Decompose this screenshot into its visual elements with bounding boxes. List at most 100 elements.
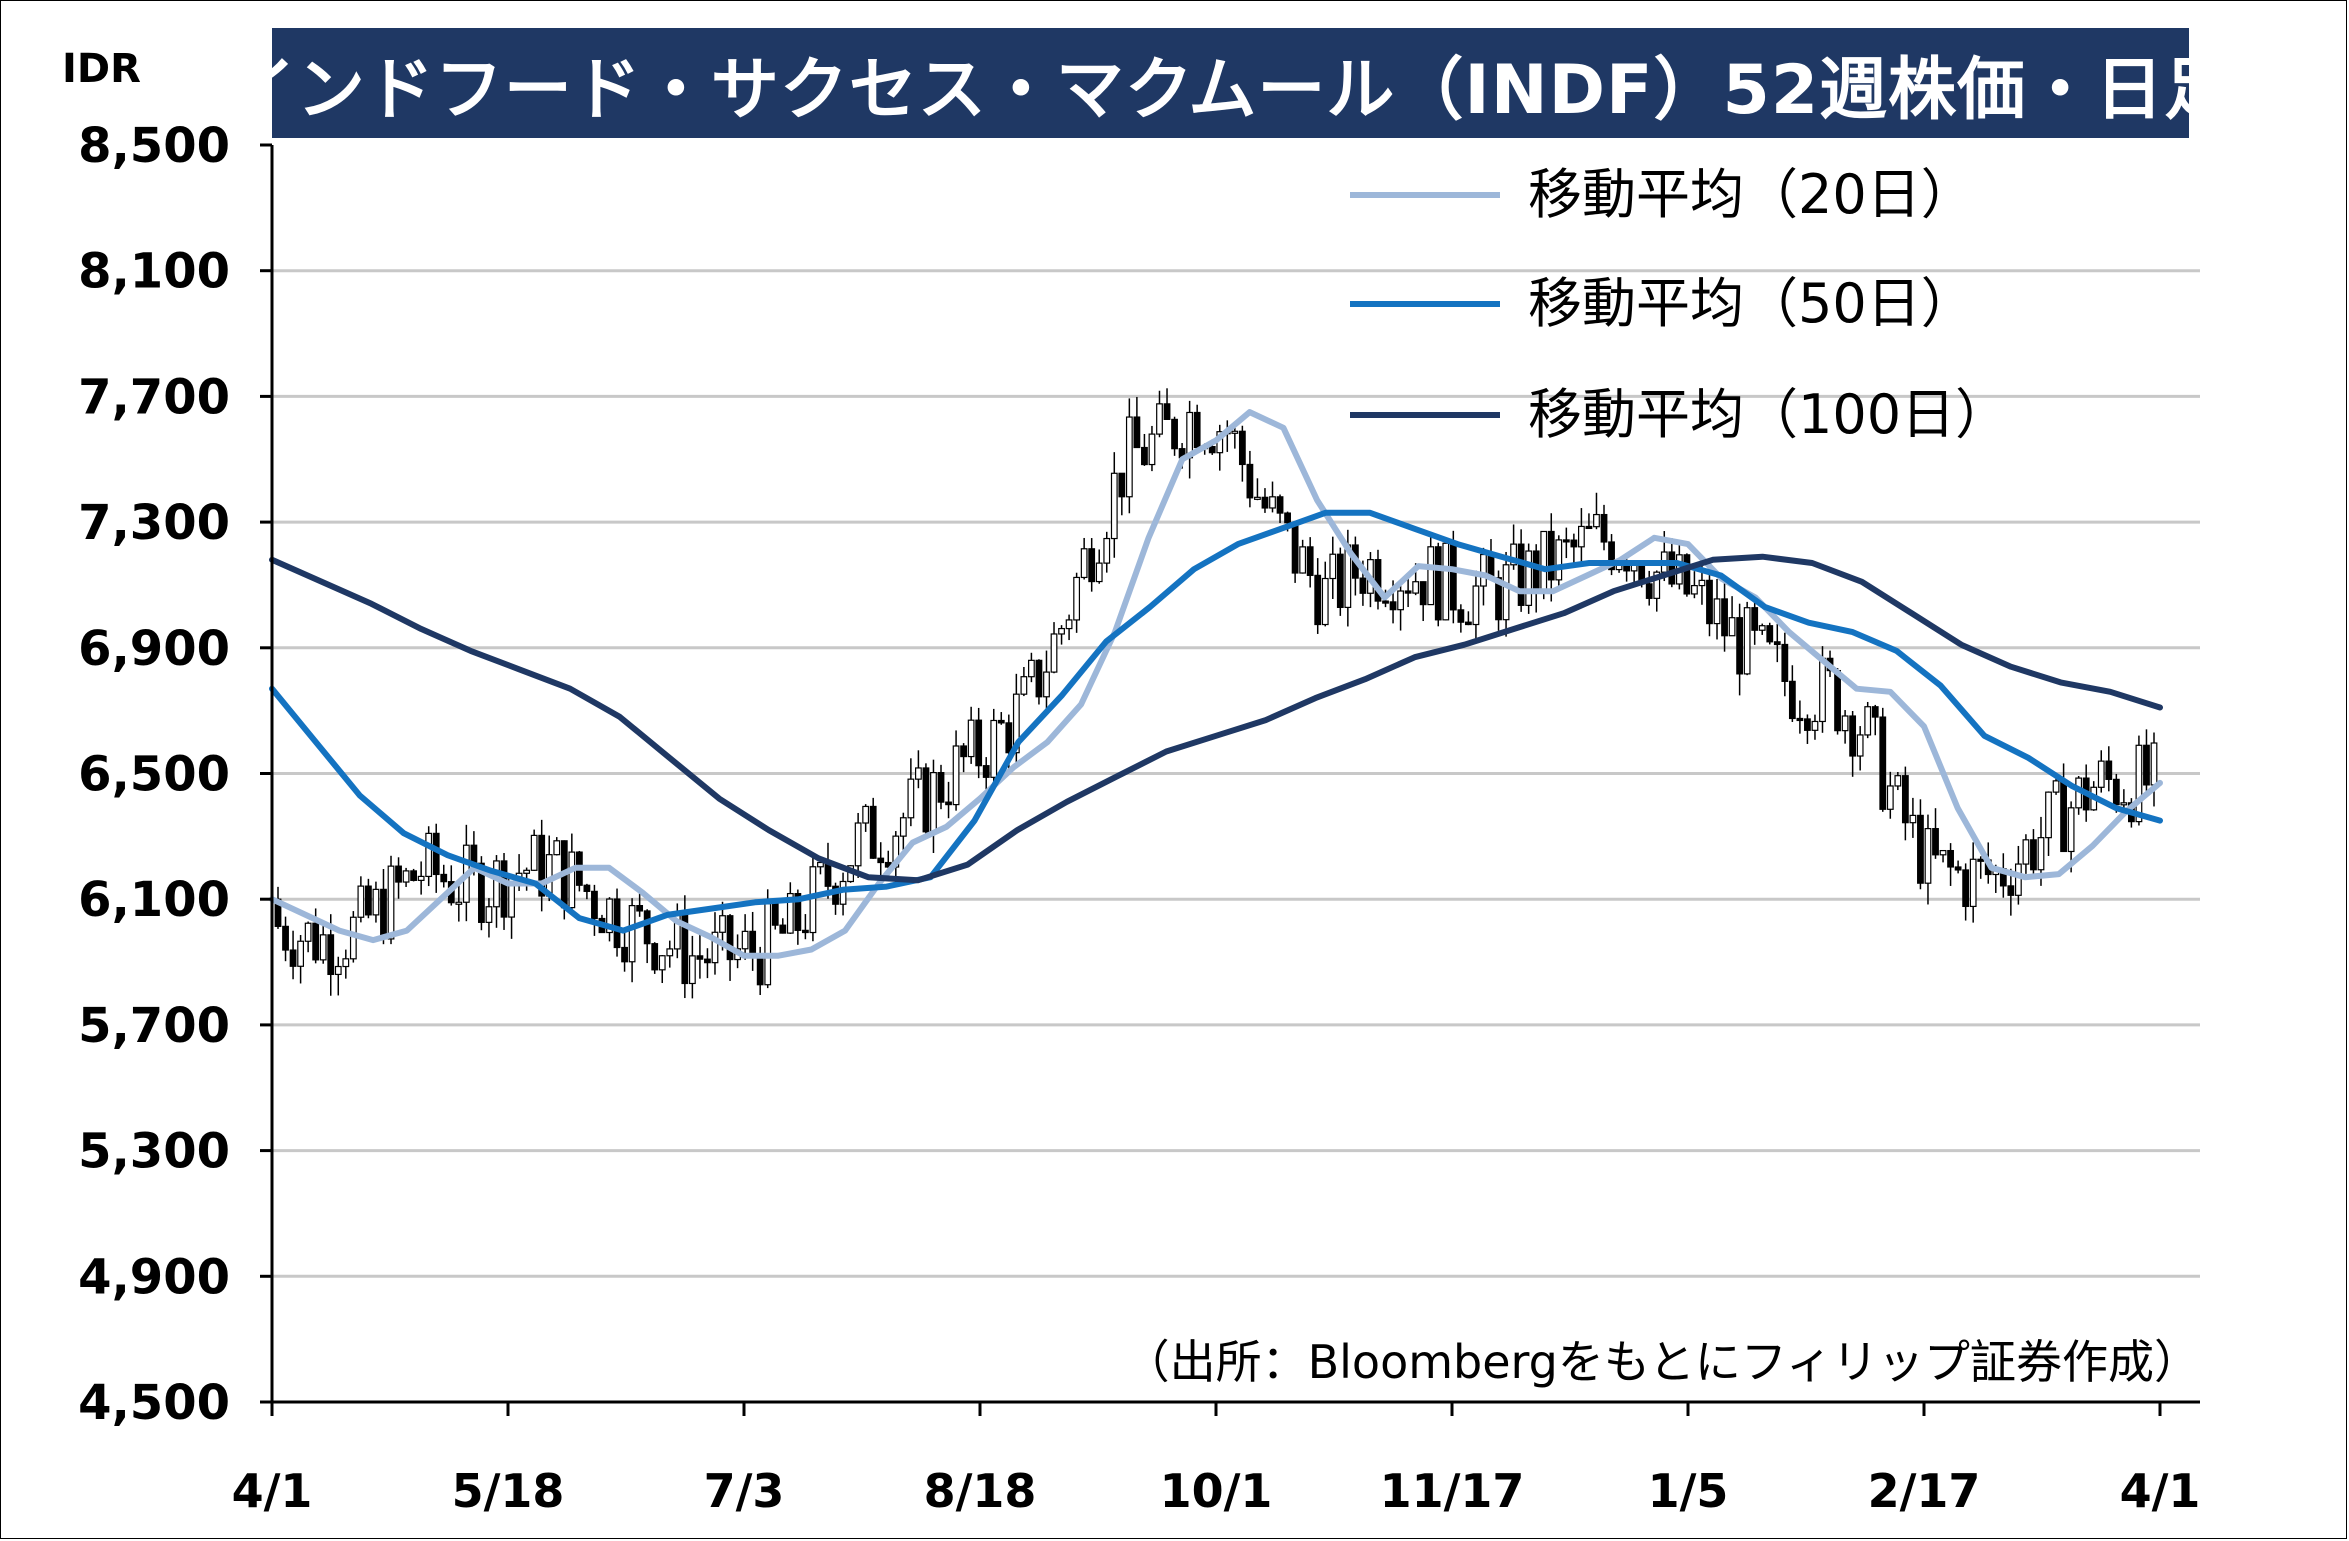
candle-body bbox=[1464, 621, 1472, 626]
candle-body bbox=[1012, 693, 1020, 754]
candle-body bbox=[1849, 715, 1857, 757]
candle-body bbox=[786, 892, 794, 934]
candle-body bbox=[1397, 590, 1404, 611]
candle-body bbox=[319, 934, 327, 961]
candle-body bbox=[1306, 546, 1314, 576]
candle-body bbox=[997, 719, 1005, 724]
candle-body bbox=[651, 943, 659, 971]
candle-body bbox=[1412, 581, 1420, 594]
candle-body bbox=[1043, 671, 1050, 698]
candle-body bbox=[832, 885, 839, 905]
y-tick-label: 6,100 bbox=[78, 872, 230, 928]
candle-body bbox=[1932, 828, 1939, 856]
x-tick-label: 5/18 bbox=[452, 1464, 565, 1518]
candle-body bbox=[1728, 617, 1736, 637]
candle-body bbox=[470, 844, 478, 864]
candle-body bbox=[2135, 744, 2143, 823]
candle-body bbox=[334, 965, 342, 976]
candle-body bbox=[1585, 525, 1593, 530]
candle-body bbox=[1005, 722, 1013, 754]
candle-body bbox=[342, 958, 350, 968]
candle-body bbox=[432, 832, 440, 876]
x-tick-label: 4/1 bbox=[2120, 1464, 2201, 1518]
candle-body bbox=[1841, 715, 1849, 732]
candle-body bbox=[937, 772, 945, 803]
x-axis-tick-labels: 4/1 5/18 7/3 8/18 10/1 11/17 1/5 2/17 4/1 bbox=[232, 1464, 2201, 1518]
candle-body bbox=[440, 873, 448, 883]
candle-body bbox=[1457, 609, 1465, 623]
candle-body bbox=[1276, 496, 1284, 514]
candle-body bbox=[327, 934, 335, 976]
candle-body bbox=[1231, 430, 1239, 434]
candle-body bbox=[749, 930, 757, 956]
candle-body bbox=[606, 898, 613, 934]
candle-body bbox=[1065, 619, 1073, 630]
candle-body bbox=[455, 901, 463, 905]
y-tick-label: 7,700 bbox=[78, 369, 230, 425]
candle-body bbox=[583, 884, 591, 892]
candle-body bbox=[1163, 403, 1171, 420]
candle-body bbox=[1645, 583, 1653, 599]
candle-body bbox=[1593, 513, 1600, 528]
candle-body bbox=[854, 822, 862, 867]
candle-body bbox=[485, 906, 493, 923]
candle-body bbox=[756, 954, 764, 986]
x-tick-label: 10/1 bbox=[1160, 1464, 1273, 1518]
candle-body bbox=[312, 922, 320, 961]
candle-body bbox=[1939, 849, 1947, 856]
candle-body bbox=[2120, 802, 2128, 806]
ma-line-1 bbox=[269, 409, 2163, 959]
candle-body bbox=[628, 905, 636, 963]
candle-body bbox=[1562, 539, 1570, 543]
y-tick-label: 4,900 bbox=[78, 1249, 230, 1305]
candle-body bbox=[1050, 633, 1058, 673]
x-tick-label: 4/1 bbox=[232, 1464, 313, 1518]
candle-body bbox=[922, 767, 930, 833]
candle-body bbox=[1751, 607, 1759, 631]
candle-body bbox=[1969, 858, 1977, 908]
y-axis-unit-label: IDR bbox=[62, 46, 141, 92]
candle-body bbox=[297, 940, 305, 967]
candle-body bbox=[1299, 546, 1307, 574]
candle-body bbox=[1924, 828, 1932, 884]
candle-body bbox=[1336, 553, 1344, 608]
candle-body bbox=[869, 805, 877, 859]
candle-body bbox=[1103, 537, 1111, 564]
candle-body bbox=[794, 892, 802, 931]
candle-body bbox=[1758, 625, 1766, 631]
candle-body bbox=[1894, 775, 1902, 787]
candle-body bbox=[1773, 641, 1781, 646]
candle-body bbox=[2045, 791, 2052, 839]
ma-line-2 bbox=[269, 509, 2163, 934]
candle-body bbox=[1954, 866, 1962, 871]
candle-body bbox=[1389, 601, 1397, 611]
candle-body bbox=[877, 857, 885, 864]
candle-body bbox=[1668, 551, 1676, 585]
candle-body bbox=[553, 840, 561, 856]
candle-body bbox=[915, 767, 922, 780]
candle-body bbox=[1133, 416, 1141, 449]
candle-body bbox=[1691, 584, 1698, 595]
candle-body bbox=[1540, 530, 1548, 593]
candle-body bbox=[1879, 716, 1887, 810]
candle-body bbox=[1148, 433, 1156, 466]
candle-body bbox=[1811, 720, 1819, 731]
y-tick-label: 5,300 bbox=[78, 1124, 230, 1180]
candle-body bbox=[1193, 411, 1201, 449]
y-tick-label: 8,500 bbox=[78, 118, 230, 174]
candle-body bbox=[1125, 416, 1133, 498]
candle-body bbox=[493, 860, 500, 908]
candle-body bbox=[1683, 554, 1691, 595]
x-tick-label: 1/5 bbox=[1648, 1464, 1729, 1518]
candle-body bbox=[2022, 839, 2030, 865]
candle-body bbox=[899, 817, 907, 837]
ma-line-3 bbox=[269, 553, 2163, 884]
candle-body bbox=[2143, 744, 2150, 786]
candle-body bbox=[380, 888, 387, 940]
candle-body bbox=[410, 870, 418, 881]
candle-body bbox=[719, 915, 726, 933]
candle-body bbox=[523, 869, 531, 874]
candle-body bbox=[636, 905, 644, 912]
candle-body bbox=[930, 772, 937, 833]
candle-body bbox=[1254, 496, 1261, 500]
